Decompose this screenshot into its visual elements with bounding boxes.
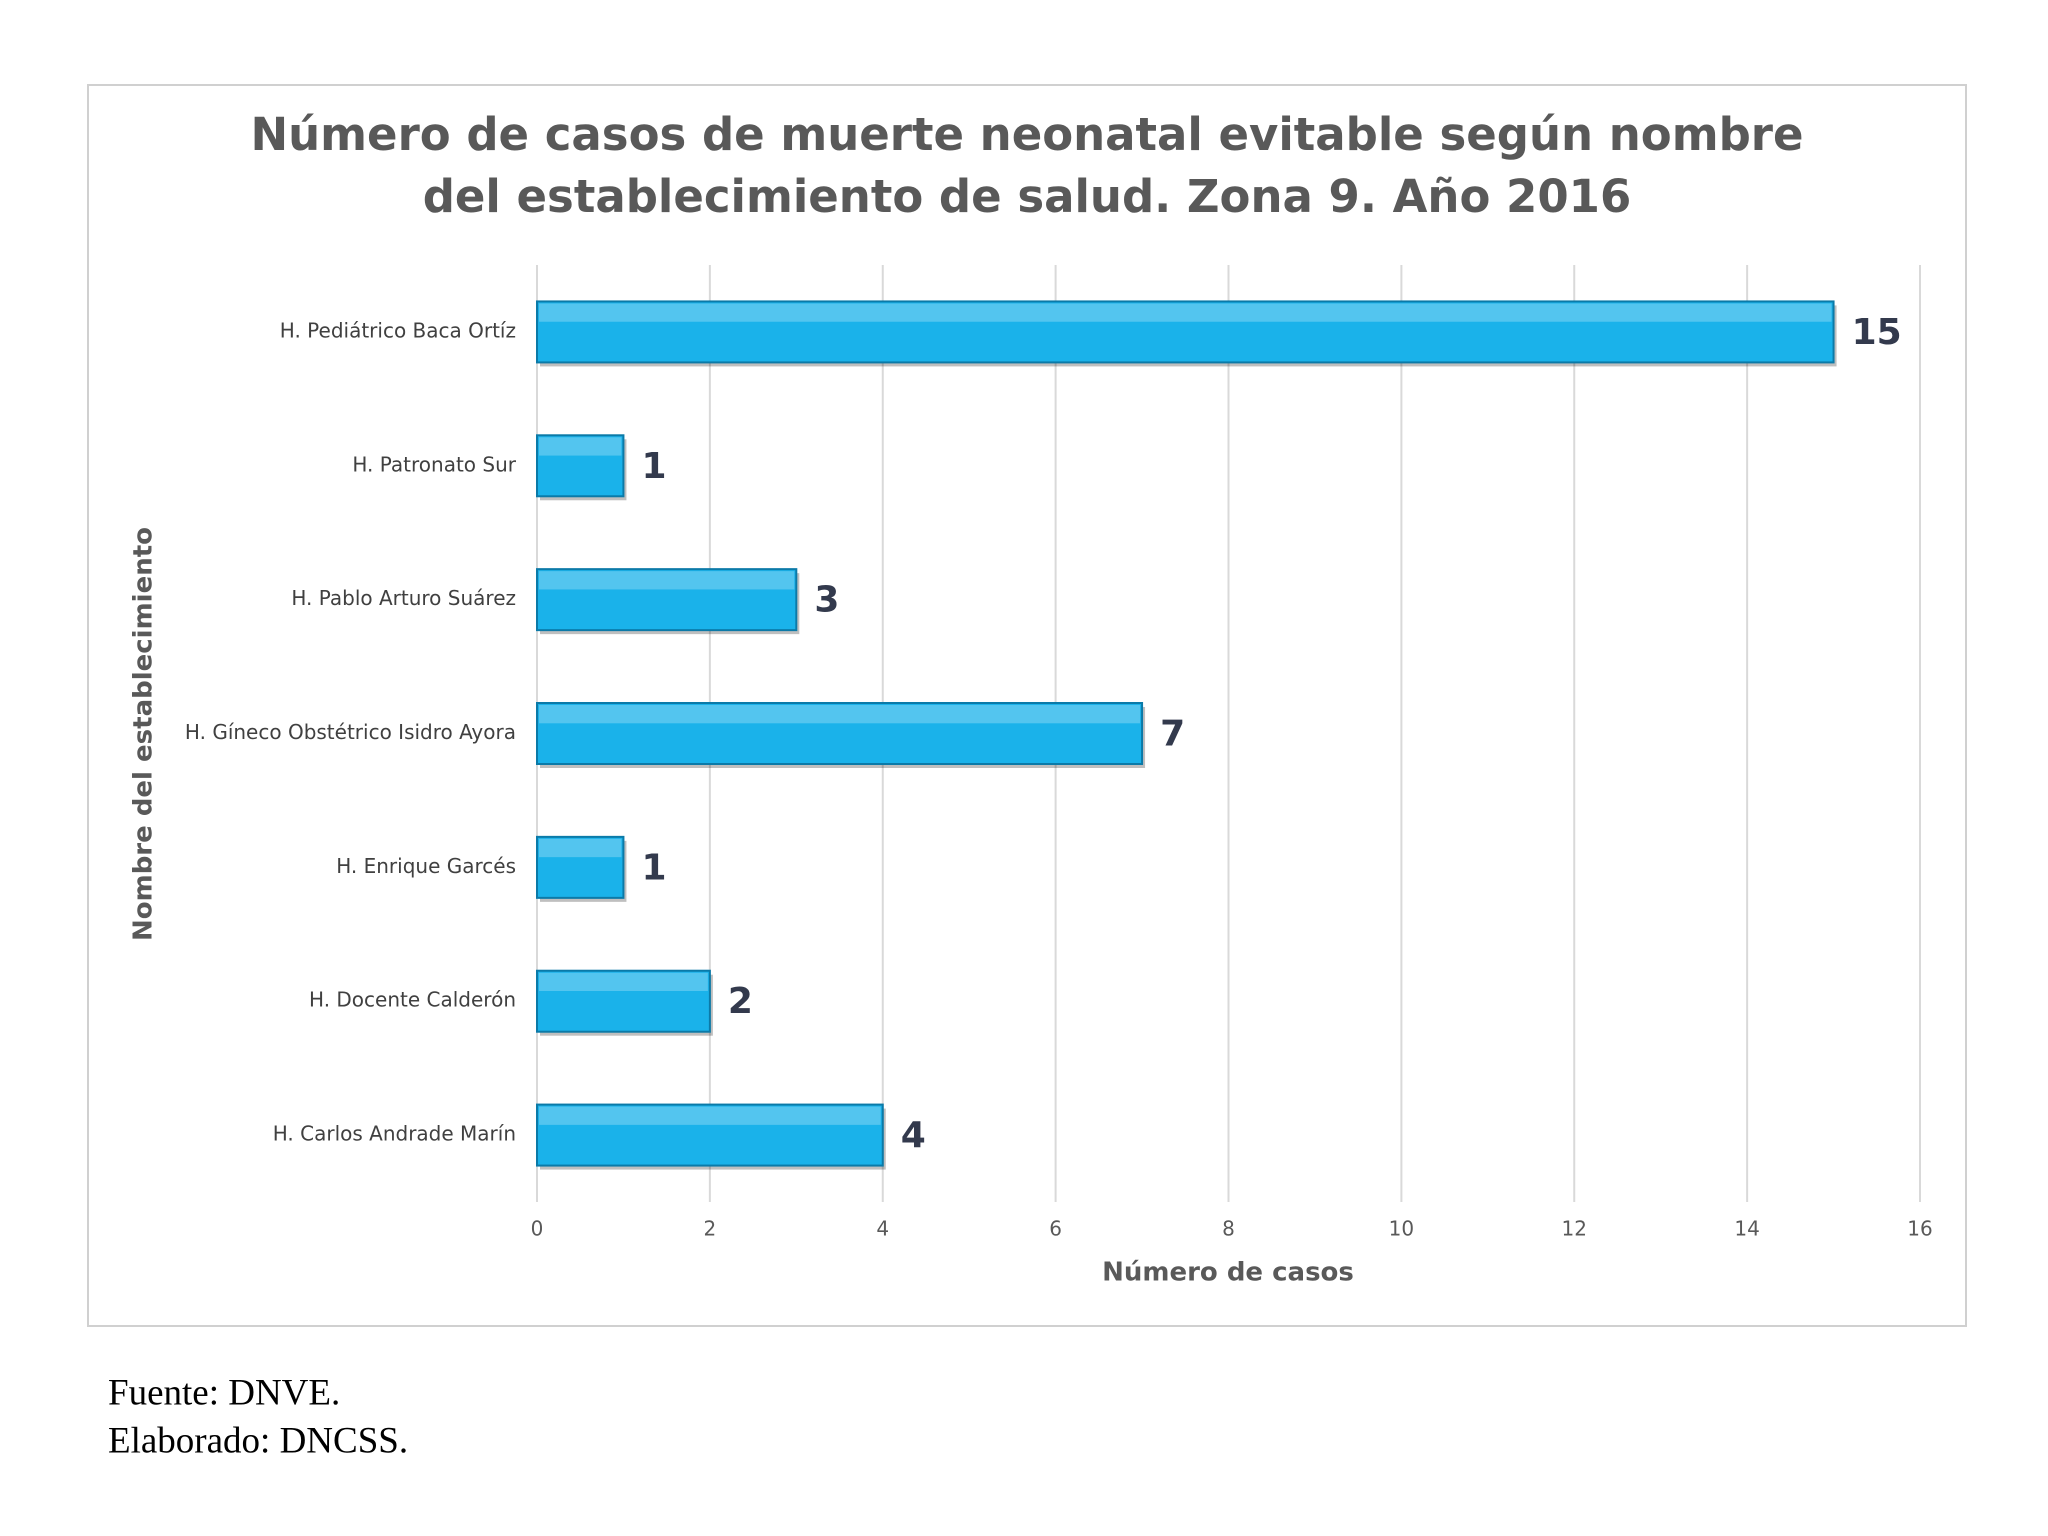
y-tick-label: H. Gíneco Obstétrico Isidro Ayora <box>185 720 516 744</box>
bar <box>536 568 798 632</box>
value-label: 4 <box>901 1115 926 1156</box>
x-tick-label: 12 <box>1562 1217 1587 1241</box>
bar-highlight <box>539 571 795 590</box>
bar <box>536 300 1835 364</box>
value-label: 1 <box>641 446 666 487</box>
x-axis-title: Número de casos <box>1102 1258 1354 1288</box>
y-axis-title: Nombre del establecimiento <box>129 527 159 941</box>
x-tick-label: 6 <box>1049 1217 1062 1241</box>
x-tick-label: 0 <box>531 1217 544 1241</box>
footer-author: Elaborado: DNCSS. <box>108 1420 408 1461</box>
bar-highlight <box>539 705 1141 724</box>
value-label: 2 <box>728 981 753 1022</box>
bar <box>536 969 711 1033</box>
bar <box>536 835 625 899</box>
chart-title: del establecimiento de salud. Zona 9. Añ… <box>423 170 1632 223</box>
y-tick-label: H. Patronato Sur <box>352 452 516 476</box>
footer-source: Fuente: DNVE. <box>108 1372 340 1413</box>
x-tick-label: 10 <box>1389 1217 1414 1241</box>
y-tick-label: H. Docente Calderón <box>309 988 516 1012</box>
x-tick-label: 4 <box>876 1217 889 1241</box>
bar <box>536 702 1144 765</box>
bar-highlight <box>539 437 622 456</box>
y-tick-label: H. Enrique Garcés <box>336 854 516 878</box>
bar-highlight <box>539 1106 881 1125</box>
y-tick-label: H. Carlos Andrade Marín <box>273 1122 516 1146</box>
bar <box>536 434 625 498</box>
x-tick-label: 8 <box>1222 1217 1235 1241</box>
y-tick-label: H. Pediátrico Baca Ortíz <box>280 318 516 342</box>
bar-highlight <box>539 838 622 858</box>
bar-highlight <box>539 303 1832 322</box>
y-tick-label: H. Pablo Arturo Suárez <box>291 586 516 610</box>
value-label: 7 <box>1160 714 1185 755</box>
x-tick-label: 14 <box>1734 1217 1759 1241</box>
bar-highlight <box>539 972 708 992</box>
value-label: 15 <box>1852 312 1902 353</box>
chart-title: Número de casos de muerte neonatal evita… <box>250 108 1803 161</box>
value-label: 3 <box>814 580 839 621</box>
x-tick-label: 2 <box>704 1217 717 1241</box>
value-label: 1 <box>641 847 666 888</box>
x-tick-label: 16 <box>1907 1217 1932 1241</box>
bar <box>536 1103 884 1167</box>
